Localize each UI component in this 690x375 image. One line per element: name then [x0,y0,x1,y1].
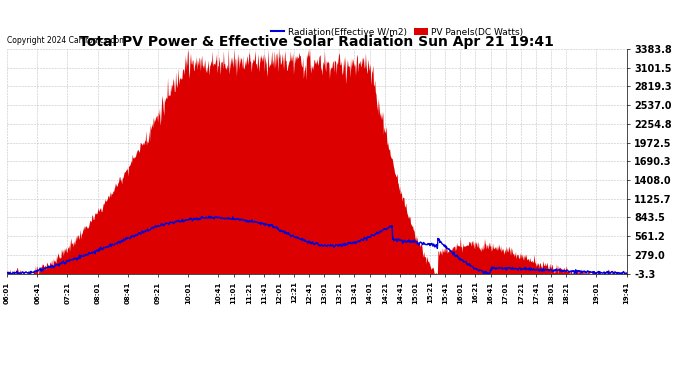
Legend: Radiation(Effective W/m2), PV Panels(DC Watts): Radiation(Effective W/m2), PV Panels(DC … [267,24,527,40]
Title: Total PV Power & Effective Solar Radiation Sun Apr 21 19:41: Total PV Power & Effective Solar Radiati… [79,35,554,49]
Text: Copyright 2024 Cartronics.com: Copyright 2024 Cartronics.com [7,36,126,45]
